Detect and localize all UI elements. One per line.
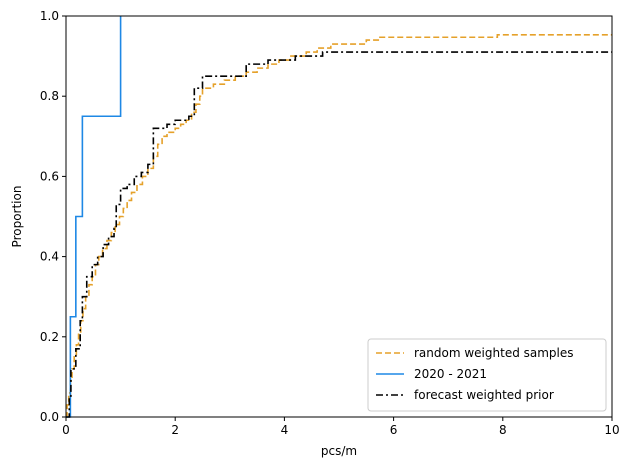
series-line-3 [66, 51, 612, 418]
x-tick-label: 10 [604, 423, 619, 437]
x-axis-label: pcs/m [321, 444, 357, 458]
y-tick-label: 0.8 [40, 89, 59, 103]
x-tick-label: 6 [390, 423, 398, 437]
y-tick-label: 0.4 [40, 250, 59, 264]
y-axis-label: Proportion [10, 186, 24, 248]
legend-box [367, 338, 607, 412]
legend-label: 2020 - 2021 [414, 367, 487, 381]
y-tick-label: 0.6 [40, 169, 59, 183]
y-tick-label: 1.0 [40, 9, 59, 23]
legend: random weighted samples 2020 - 2021 foreca… [367, 338, 607, 412]
legend-label: random weighted samples [414, 346, 574, 360]
y-axis: 0.0 0.2 0.4 0.6 0.8 1.0 [40, 9, 66, 424]
series-line-2 [66, 16, 122, 418]
series-layer [66, 16, 612, 418]
y-tick-label: 0.0 [40, 410, 59, 424]
x-tick-label: 0 [62, 423, 70, 437]
x-tick-label: 8 [499, 423, 507, 437]
plot-frame [65, 15, 613, 418]
x-axis: 0 2 4 6 8 10 [62, 417, 620, 437]
x-tick-label: 4 [281, 423, 289, 437]
y-tick-label: 0.2 [40, 330, 59, 344]
x-tick-label: 2 [171, 423, 179, 437]
legend-label: forecast weighted prior [414, 388, 554, 402]
series-line-1 [66, 34, 612, 418]
